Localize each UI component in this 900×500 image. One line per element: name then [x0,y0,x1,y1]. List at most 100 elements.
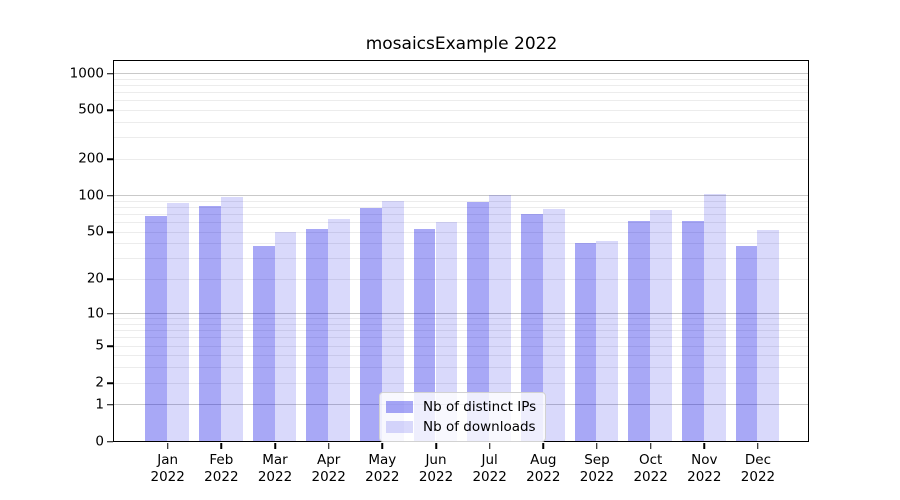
x-tick-mark-jan [166,443,169,449]
y-tick-label-1000: 1000 [69,65,104,82]
bar-distinct-ips-sep [574,243,597,441]
bar-distinct-ips-dec [735,245,758,441]
month-year: 2022 [740,469,776,485]
chart-title: mosaicsExample 2022 [365,34,558,54]
x-tick-label-sep: Sep 2022 [555,452,639,486]
legend: Nb of distinct IPs Nb of downloads [379,392,547,442]
bar-downloads-nov [703,193,726,441]
x-tick-label-jan: Jan 2022 [126,452,210,486]
month-name: Apr [316,452,341,468]
month-name: Sep [584,452,610,468]
minor-gridline-60 [114,222,808,224]
y-tick-mark-50 [107,231,113,233]
x-tick-mark-mar [274,443,276,449]
minor-gridline-800 [114,85,808,86]
x-tick-mark-jul [488,443,491,449]
x-tick-mark-aug [542,443,545,449]
y-tick-mark-10 [107,313,113,315]
month-name: Feb [209,452,234,468]
minor-gridline-80 [114,207,808,209]
legend-swatch-distinct-ips [386,401,413,413]
x-tick-mark-nov [703,443,706,449]
minor-gridline-200 [114,158,808,160]
bar-downloads-jun [435,222,458,441]
bar-downloads-may [381,201,404,441]
y-tick-mark-2 [107,382,113,384]
bar-downloads-mar [274,231,297,441]
minor-gridline-8 [114,324,808,325]
bar-downloads-jan [167,203,189,441]
bar-downloads-jul [489,194,511,441]
y-tick-label-50: 50 [86,223,104,240]
x-tick-label-dec: Dec 2022 [716,452,800,486]
x-tick-label-apr: Apr 2022 [287,452,371,486]
month-name: Mar [262,452,288,468]
y-tick-mark-5 [107,345,113,347]
bar-downloads-aug [542,209,565,441]
month-year: 2022 [311,469,346,485]
y-tick-label-2: 2 [95,374,104,391]
bar-distinct-ips-nov [682,221,704,441]
legend-swatch-downloads [386,421,413,433]
month-name: Dec [744,452,772,468]
plot-area: Nb of distinct IPs Nb of downloads [113,60,809,442]
minor-gridline-6 [114,337,808,339]
month-name: May [368,452,397,468]
legend-label-downloads: Nb of downloads [423,419,536,435]
minor-gridline-400 [114,121,808,123]
month-year: 2022 [150,469,185,485]
minor-gridline-50 [114,231,808,233]
minor-gridline-30 [114,258,808,260]
month-year: 2022 [418,469,454,485]
x-tick-label-feb: Feb 2022 [179,452,263,486]
month-name: Nov [691,452,718,468]
bar-downloads-sep [596,240,619,441]
x-tick-mark-apr [327,443,330,449]
y-tick-mark-0 [107,440,113,443]
month-name: Oct [638,452,663,468]
x-tick-label-may: May 2022 [340,452,424,486]
bar-downloads-dec [757,229,780,441]
legend-entry-downloads: Nb of downloads [386,419,536,435]
y-tick-mark-100 [107,195,113,197]
month-year: 2022 [365,469,400,485]
month-name: Jan [157,452,179,468]
x-tick-label-jun: Jun 2022 [394,452,478,486]
minor-gridline-500 [114,109,808,111]
bar-distinct-ips-jul [467,202,490,441]
month-year: 2022 [204,469,239,485]
x-tick-label-mar: Mar 2022 [233,452,317,486]
y-tick-label-1: 1 [95,396,104,413]
minor-gridline-600 [114,100,808,102]
major-gridline-1000 [114,73,808,75]
minor-gridline-70 [114,214,808,216]
month-name: Aug [530,452,557,468]
y-tick-label-5: 5 [95,337,104,354]
legend-label-distinct-ips: Nb of distinct IPs [423,399,537,415]
y-tick-mark-1000 [107,72,113,75]
month-year: 2022 [579,469,615,485]
x-tick-mark-feb [220,443,223,449]
x-tick-mark-sep [596,443,598,449]
minor-gridline-300 [114,137,808,139]
minor-gridline-3 [114,367,808,369]
y-tick-mark-200 [107,158,113,160]
bar-distinct-ips-feb [199,205,221,441]
bar-distinct-ips-apr [306,228,329,441]
bar-downloads-apr [328,218,350,441]
minor-gridline-7 [114,330,808,332]
month-name: Jul [481,452,498,468]
x-tick-label-oct: Oct 2022 [609,452,693,486]
y-tick-label-100: 100 [78,187,104,204]
y-tick-mark-1 [107,403,113,406]
minor-gridline-9 [114,318,808,320]
y-tick-mark-20 [107,278,113,281]
bar-downloads-oct [650,210,672,441]
month-year: 2022 [687,469,722,485]
bar-distinct-ips-aug [521,214,543,441]
month-name: Jun [425,452,447,468]
y-tick-label-0: 0 [95,433,104,449]
major-gridline-10 [114,313,808,315]
y-tick-label-10: 10 [86,305,104,322]
